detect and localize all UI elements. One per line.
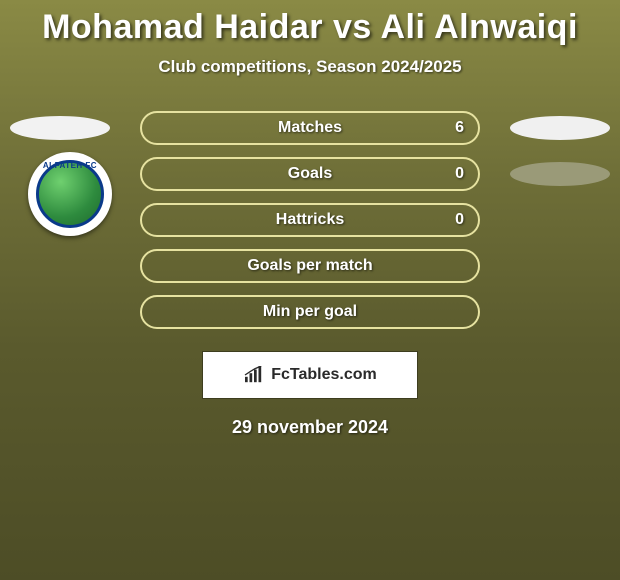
player-right-marker xyxy=(510,116,610,140)
stat-label: Min per goal xyxy=(263,303,357,321)
stat-row: Matches 6 xyxy=(0,107,620,153)
page-title: Mohamad Haidar vs Ali Alnwaiqi xyxy=(0,8,620,47)
brand-text: FcTables.com xyxy=(271,366,377,384)
player-left-marker xyxy=(10,116,110,140)
stat-pill: Hattricks 0 xyxy=(140,203,480,237)
stat-pill: Goals 0 xyxy=(140,157,480,191)
club-badge-inner: ALFATEH FC xyxy=(36,160,104,228)
stat-label: Hattricks xyxy=(276,211,344,229)
stat-pill: Goals per match xyxy=(140,249,480,283)
bar-chart-icon xyxy=(243,366,265,384)
stat-row: Goals per match xyxy=(0,245,620,291)
stat-value-right: 6 xyxy=(455,119,464,137)
club-badge: ALFATEH FC xyxy=(28,152,112,236)
stat-value-right: 0 xyxy=(455,211,464,229)
player-right-marker xyxy=(510,162,610,186)
club-badge-label: ALFATEH FC xyxy=(39,161,101,170)
club-badge-outer: ALFATEH FC xyxy=(28,152,112,236)
stat-label: Goals xyxy=(288,165,332,183)
stat-row: Min per goal xyxy=(0,291,620,337)
stat-pill: Matches 6 xyxy=(140,111,480,145)
stat-label: Matches xyxy=(278,119,342,137)
brand-box: FcTables.com xyxy=(202,351,418,399)
stat-value-right: 0 xyxy=(455,165,464,183)
stat-label: Goals per match xyxy=(247,257,372,275)
infographic: Mohamad Haidar vs Ali Alnwaiqi Club comp… xyxy=(0,0,620,438)
date-text: 29 november 2024 xyxy=(0,417,620,438)
stat-pill: Min per goal xyxy=(140,295,480,329)
subtitle: Club competitions, Season 2024/2025 xyxy=(0,57,620,77)
